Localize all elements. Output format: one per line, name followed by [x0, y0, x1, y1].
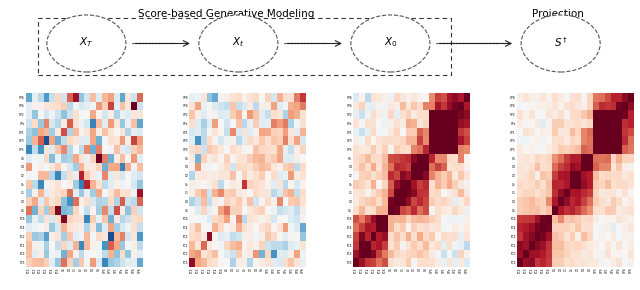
Ellipse shape [351, 15, 430, 72]
Ellipse shape [199, 15, 278, 72]
Text: $S^\dagger$: $S^\dagger$ [554, 35, 568, 49]
Text: $X_t$: $X_t$ [232, 35, 244, 49]
Ellipse shape [521, 15, 600, 72]
Text: Score-based Generative Modeling: Score-based Generative Modeling [138, 9, 314, 19]
Ellipse shape [47, 15, 126, 72]
Text: $X_T$: $X_T$ [79, 35, 93, 49]
Text: Projection: Projection [532, 9, 584, 19]
Text: $X_0$: $X_0$ [383, 35, 397, 49]
